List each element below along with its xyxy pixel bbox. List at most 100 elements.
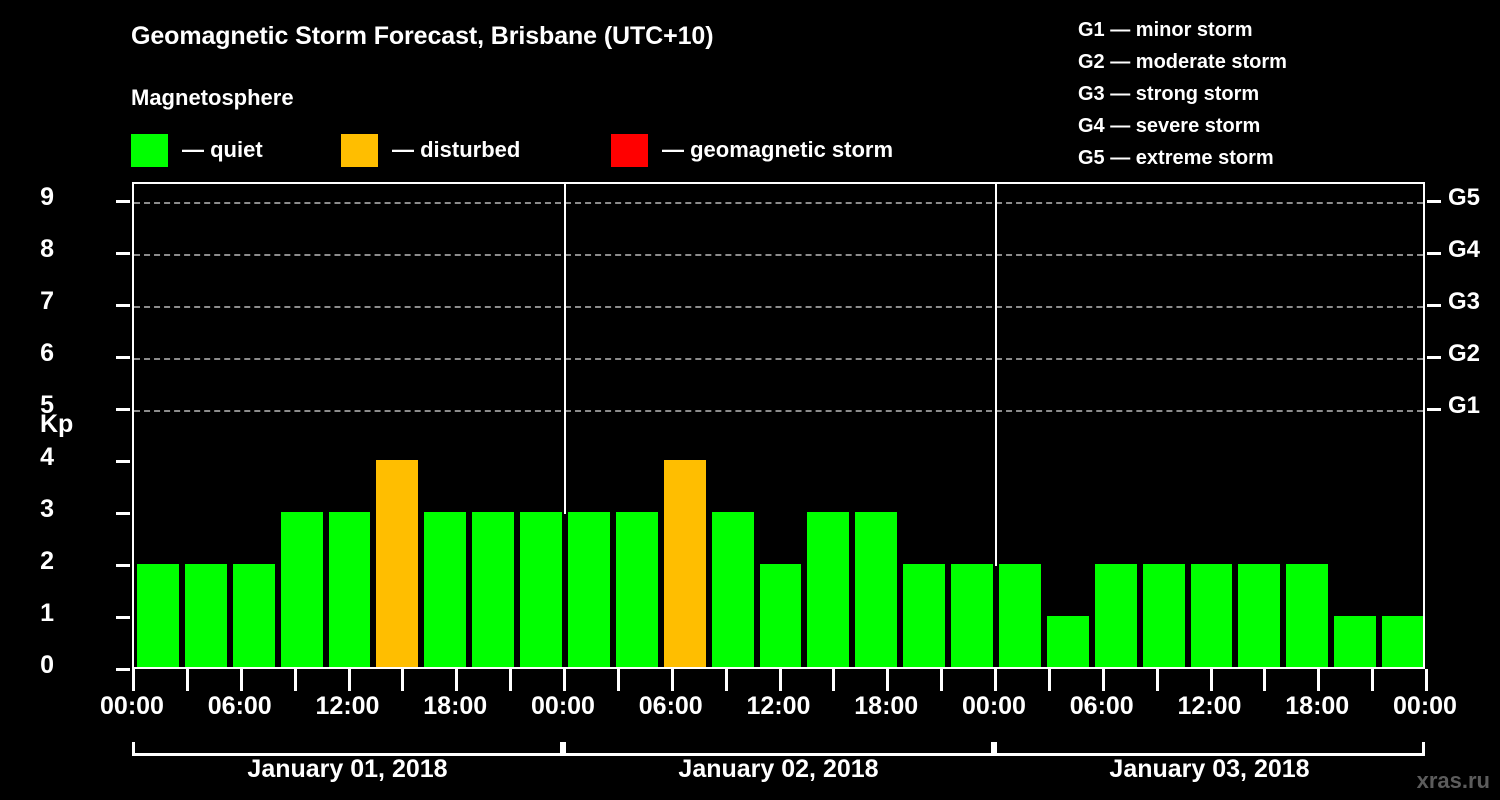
bar [1190, 564, 1233, 667]
x-axis-tick [1317, 669, 1321, 691]
bar [663, 460, 706, 667]
legend-entry: — disturbed [341, 132, 520, 168]
g-legend-item: G5 — extreme storm [1078, 147, 1274, 169]
bar [1382, 616, 1423, 667]
x-axis-tick [724, 669, 728, 691]
x-axis-tick [185, 669, 189, 691]
gridline-kp-9 [134, 202, 1423, 204]
bar [184, 564, 227, 667]
y-axis-tick-label: 6 [40, 339, 54, 367]
x-axis-tick-label: 00:00 [531, 692, 595, 720]
bar [999, 564, 1041, 667]
g-scale-legend: G1 — minor storm G2 — moderate storm G3 — … [1078, 14, 1287, 174]
day-label: January 03, 2018 [1109, 755, 1310, 783]
y-axis-tick-label: 8 [40, 235, 54, 263]
g-axis-tick-label: G4 [1448, 236, 1481, 263]
bar [280, 512, 323, 667]
x-axis-tick-label: 12:00 [315, 692, 380, 720]
y-axis-tick-label: 5 [40, 391, 54, 419]
x-axis-tick-label: 18:00 [1285, 692, 1350, 720]
gridline-kp-7 [134, 306, 1423, 308]
g-axis-tick [1427, 200, 1441, 203]
bar [759, 564, 802, 667]
y-axis-tick [116, 564, 130, 567]
x-axis-tick-label: 18:00 [423, 692, 488, 720]
legend-label: — disturbed [392, 137, 521, 162]
bar [615, 512, 658, 667]
y-axis-title: Kp [40, 410, 74, 438]
y-axis-tick-label: 0 [40, 651, 54, 679]
storm-swatch [611, 133, 648, 167]
x-axis-tick [1263, 669, 1267, 691]
gridline-kp-5 [134, 410, 1423, 412]
day-bracket [132, 742, 563, 756]
g-axis-tick [1427, 356, 1441, 359]
gridline-kp-8 [134, 254, 1423, 256]
x-axis-tick [401, 669, 405, 691]
y-axis-tick-label: 3 [40, 495, 54, 523]
g-legend-item: G4 — severe storm [1078, 115, 1261, 137]
y-axis-tick [116, 356, 130, 359]
day-separator [564, 184, 566, 514]
g-axis-tick-label: G2 [1448, 340, 1481, 367]
plot-area [132, 182, 1425, 669]
y-axis-tick-label: 4 [40, 443, 54, 471]
day-label: January 01, 2018 [247, 755, 448, 783]
bar [520, 512, 562, 667]
x-axis-tick [832, 669, 836, 691]
x-axis-tick-label: 18:00 [854, 692, 919, 720]
bar [1286, 564, 1329, 667]
x-axis-tick-label: 06:00 [638, 692, 703, 720]
bar [1094, 564, 1137, 667]
bar [1046, 616, 1089, 667]
bar [328, 512, 371, 667]
x-axis-tick [455, 669, 459, 691]
y-axis-tick-label: 7 [40, 287, 54, 315]
bar [855, 512, 898, 667]
page-title: Geomagnetic Storm Forecast, Brisbane (UT… [131, 22, 714, 50]
x-axis-tick-label: 06:00 [207, 692, 272, 720]
bar [137, 564, 179, 667]
x-axis-tick [1101, 669, 1105, 691]
bar [903, 564, 946, 667]
bar [711, 512, 754, 667]
y-axis-tick [116, 460, 130, 463]
x-axis-tick [293, 669, 297, 691]
x-axis-tick [940, 669, 944, 691]
g-axis-tick-label: G5 [1448, 184, 1481, 211]
legend-entry: — geomagnetic storm [611, 132, 893, 168]
x-axis-tick [347, 669, 351, 691]
watermark: xras.ru [1416, 768, 1490, 793]
legend-entry: — quiet [131, 132, 263, 168]
day-label: January 02, 2018 [678, 755, 879, 783]
x-axis-tick-label: 12:00 [1177, 692, 1242, 720]
bar [472, 512, 515, 667]
g-legend-item: G2 — moderate storm [1078, 51, 1287, 73]
day-bracket [994, 742, 1425, 756]
gridline-kp-6 [134, 358, 1423, 360]
x-axis-tick [1155, 669, 1159, 691]
x-axis-tick-label: 12:00 [746, 692, 811, 720]
x-axis-tick [1047, 669, 1051, 691]
x-axis-tick [616, 669, 620, 691]
g-axis-tick-label: G1 [1448, 392, 1481, 419]
bar [1238, 564, 1281, 667]
bar [951, 564, 993, 667]
x-axis-tick [670, 669, 674, 691]
y-axis-tick [116, 200, 130, 203]
x-axis-tick [239, 669, 243, 691]
x-axis-tick [994, 669, 997, 691]
legend-label: — geomagnetic storm [662, 137, 894, 162]
x-axis-tick-label: 00:00 [962, 692, 1026, 720]
y-axis-tick [116, 408, 130, 411]
day-bracket [563, 742, 994, 756]
x-axis-tick [563, 669, 566, 691]
y-axis-tick-label: 9 [40, 183, 54, 211]
x-axis-tick [778, 669, 782, 691]
bar [424, 512, 467, 667]
y-axis-tick-label: 1 [40, 599, 54, 627]
x-axis-tick [509, 669, 513, 691]
g-axis-tick-label: G3 [1448, 288, 1481, 315]
g-axis-tick [1427, 252, 1441, 255]
